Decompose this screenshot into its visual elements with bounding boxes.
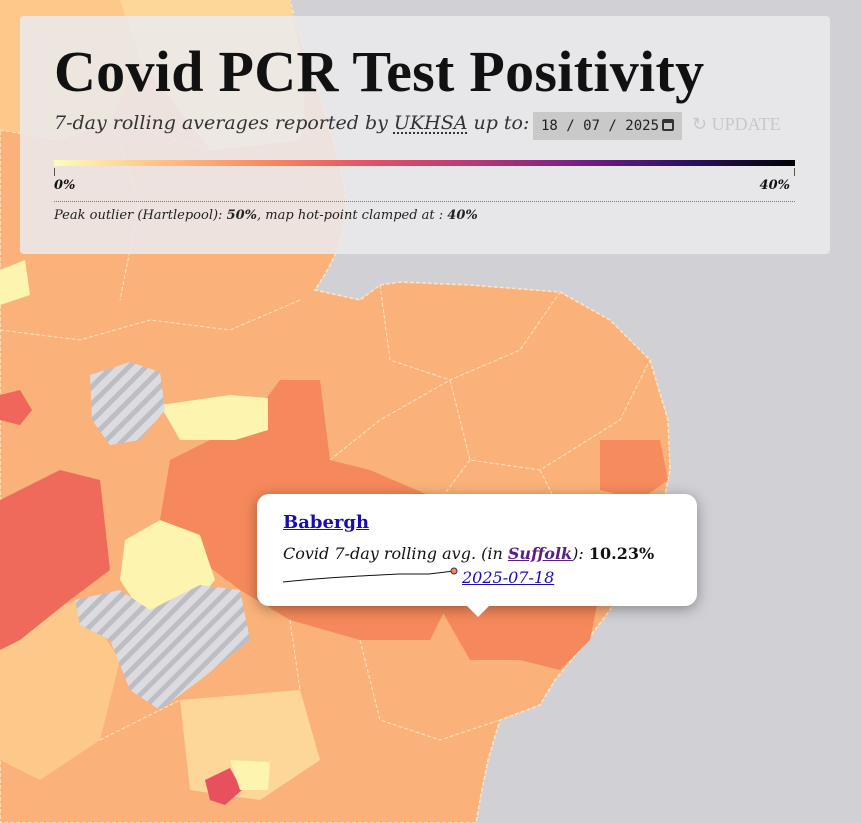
tooltip-text: Covid 7-day rolling avg. (in Suffolk): 1… bbox=[283, 544, 654, 563]
tooltip: Babergh Covid 7-day rolling avg. (in Suf… bbox=[257, 494, 697, 617]
district bbox=[160, 395, 268, 440]
title: Covid PCR Test Positivity bbox=[54, 39, 705, 104]
clamp-value: 40% bbox=[447, 208, 478, 223]
tooltip-value: 10.23% bbox=[588, 544, 655, 563]
tooltip-text-part: Covid 7-day rolling avg. (in bbox=[283, 544, 503, 563]
district bbox=[0, 260, 30, 305]
date-input[interactable]: 18 / 07 / 2025 bbox=[533, 112, 682, 140]
sparkline bbox=[282, 567, 458, 583]
area-link[interactable]: Babergh bbox=[283, 512, 370, 533]
scale-min-label: 0% bbox=[54, 178, 76, 193]
date-link[interactable]: 2025-07-18 bbox=[462, 568, 555, 587]
subtitle: 7-day rolling averages reported by UKHSA… bbox=[54, 112, 529, 134]
note: Peak outlier (Hartlepool): 50%, map hot-… bbox=[54, 208, 478, 223]
subtitle-text: up to: bbox=[473, 112, 530, 134]
peak-value: 50% bbox=[226, 208, 258, 223]
region-link[interactable]: Suffolk bbox=[507, 544, 573, 563]
district bbox=[600, 440, 668, 500]
no-data-area bbox=[75, 585, 250, 710]
scale-max-label: 40% bbox=[759, 178, 790, 193]
note-text: , map hot-point clamped at : bbox=[257, 208, 444, 223]
district bbox=[180, 690, 320, 800]
note-text: Peak outlier (Hartlepool): bbox=[54, 208, 223, 223]
divider bbox=[54, 201, 795, 202]
district bbox=[205, 768, 242, 805]
district bbox=[0, 390, 32, 425]
color-scale bbox=[54, 160, 795, 166]
scale-ticks bbox=[54, 168, 795, 176]
source-link[interactable]: UKHSA bbox=[393, 112, 468, 134]
no-data-area bbox=[90, 362, 165, 445]
update-button[interactable]: ↻ UPDATE bbox=[692, 114, 781, 134]
district bbox=[230, 760, 270, 790]
district bbox=[0, 470, 110, 650]
header-panel: Covid PCR Test Positivity 7-day rolling … bbox=[20, 16, 830, 254]
subtitle-text: 7-day rolling averages reported by bbox=[54, 112, 388, 134]
tooltip-text-part: ): bbox=[572, 544, 584, 563]
district bbox=[0, 600, 120, 780]
